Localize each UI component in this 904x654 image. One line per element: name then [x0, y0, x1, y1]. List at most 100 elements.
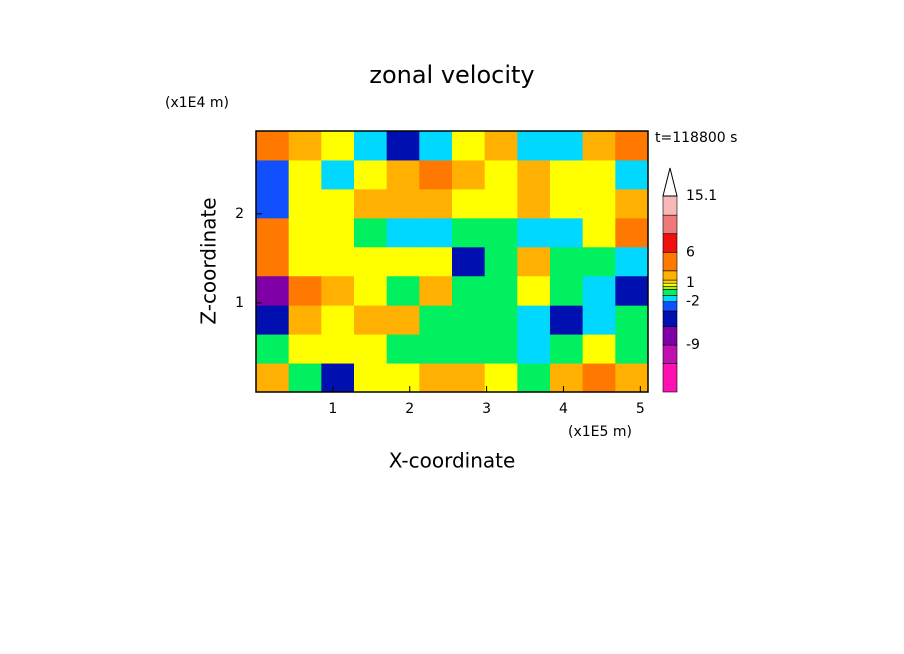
contour-cell	[386, 246, 420, 277]
contour-cell	[517, 188, 551, 219]
contour-cell	[517, 305, 551, 335]
contour-cell	[256, 334, 290, 364]
contour-cell	[321, 275, 355, 306]
colorbar-label: 6	[686, 244, 695, 260]
contour-cell	[386, 131, 420, 161]
contour-cell	[419, 305, 453, 335]
contour-cell	[452, 131, 486, 161]
contour-cell	[288, 363, 322, 393]
contour-cell	[321, 159, 355, 190]
contour-cell	[615, 188, 649, 219]
colorbar-box	[662, 310, 678, 327]
colorbar-extension	[662, 167, 678, 197]
contour-cell	[582, 246, 616, 277]
contour-cell	[321, 246, 355, 277]
contour-cell	[517, 334, 551, 364]
colorbar-box	[662, 282, 678, 287]
contour-cell	[354, 305, 388, 335]
contour-cell	[386, 363, 420, 393]
colorbar-label: -9	[686, 337, 700, 353]
colorbar-box	[662, 279, 678, 284]
contour-cell	[582, 159, 616, 190]
contour-cell	[256, 275, 290, 306]
contour-cell	[288, 188, 322, 219]
contour-cell	[452, 275, 486, 306]
contour-cell	[582, 334, 616, 364]
contour-cell	[354, 363, 388, 393]
x-tick-label: 3	[482, 401, 491, 417]
contour-cell	[452, 159, 486, 190]
colorbar-box	[662, 326, 678, 346]
contour-cell	[517, 246, 551, 277]
contour-cell	[288, 275, 322, 306]
contour-cell	[386, 334, 420, 364]
contour-cell	[288, 246, 322, 277]
contour-cell	[582, 217, 616, 248]
colorbar-box	[662, 251, 678, 272]
contour-cell	[419, 159, 453, 190]
contour-cell	[452, 334, 486, 364]
contour-cell	[484, 159, 518, 190]
contour-cell	[354, 159, 388, 190]
contour-cell	[452, 246, 486, 277]
contour-cell	[550, 188, 584, 219]
contour-cell	[386, 275, 420, 306]
contour-cell	[256, 363, 290, 393]
contour-cell	[484, 131, 518, 161]
contour-cell	[582, 363, 616, 393]
contour-cell	[452, 217, 486, 248]
colorbar-label: -2	[686, 294, 700, 310]
chart-title: zonal velocity	[369, 61, 534, 89]
x-tick-label: 5	[636, 401, 645, 417]
contour-cell	[550, 363, 584, 393]
contour-cell	[615, 159, 649, 190]
contour-cell	[256, 246, 290, 277]
contour-cell	[615, 246, 649, 277]
contour-cell	[354, 217, 388, 248]
colorbar-box	[662, 214, 678, 235]
contour-cell	[517, 159, 551, 190]
contour-cell	[288, 305, 322, 335]
colorbar-box	[662, 301, 678, 312]
contour-cell	[484, 217, 518, 248]
contour-cell	[419, 246, 453, 277]
contour-cell	[582, 131, 616, 161]
contour-cell	[615, 217, 649, 248]
contour-cell	[550, 246, 584, 277]
contour-cell	[256, 305, 290, 335]
contour-cell	[615, 363, 649, 393]
contour-cell	[256, 131, 290, 161]
contour-cell	[386, 188, 420, 219]
contour-cell	[354, 246, 388, 277]
contour-cell	[582, 275, 616, 306]
x-tick-label: 4	[559, 401, 568, 417]
contour-cell	[517, 363, 551, 393]
contour-cell	[419, 188, 453, 219]
y-tick-label: 2	[235, 206, 244, 222]
contour-cell	[582, 305, 616, 335]
colorbar-box	[662, 285, 678, 290]
contour-cell	[452, 188, 486, 219]
time-label: t=118800 s	[655, 130, 737, 146]
contour-cell	[354, 275, 388, 306]
contour-cell	[484, 363, 518, 393]
contour-cell	[321, 131, 355, 161]
contour-cell	[419, 217, 453, 248]
contour-cell	[419, 334, 453, 364]
contour-cell	[288, 131, 322, 161]
contour-cell	[615, 334, 649, 364]
contour-cell	[452, 305, 486, 335]
colorbar-box	[662, 344, 678, 364]
contour-cell	[517, 217, 551, 248]
colorbar-box	[662, 363, 678, 393]
colorbar-box	[662, 295, 678, 303]
colorbar-box	[662, 289, 678, 296]
plot-frame	[255, 130, 649, 393]
colorbar-box	[662, 195, 678, 216]
contour-cell	[452, 363, 486, 393]
contour-cell	[550, 334, 584, 364]
contour-cell	[419, 275, 453, 306]
contour-cell	[288, 217, 322, 248]
contour-cell	[288, 159, 322, 190]
